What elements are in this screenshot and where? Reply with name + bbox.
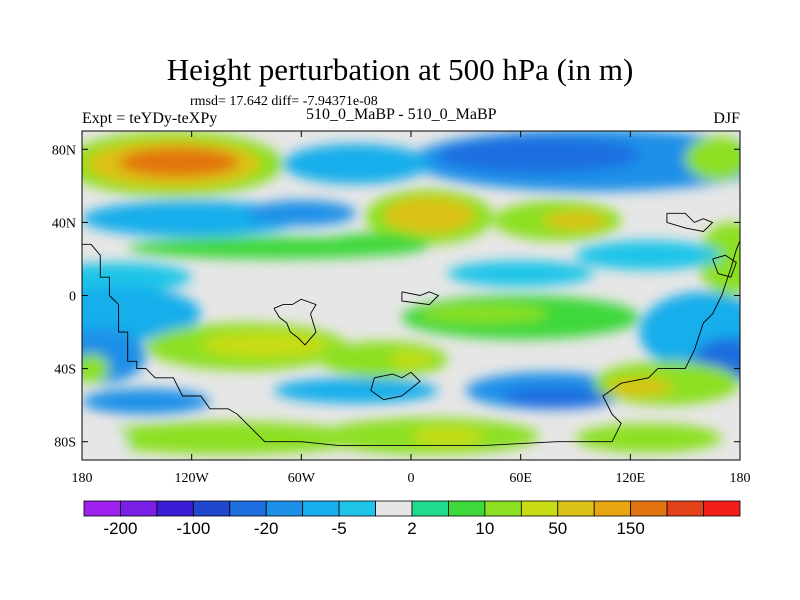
contour-region — [319, 341, 448, 378]
y-tick-label: 0 — [69, 290, 76, 305]
rmsd-diff-label: rmsd= 17.642 diff= -7.94371e-08 — [190, 94, 378, 109]
x-tick-label: 120W — [175, 471, 210, 486]
coastline — [82, 240, 740, 446]
contour-region — [502, 386, 613, 409]
contour-region — [283, 143, 430, 185]
contour-region — [82, 388, 210, 415]
x-tick-label: 0 — [408, 471, 415, 486]
colorbar-label: 2 — [407, 519, 416, 538]
contour-region — [575, 240, 722, 270]
experiment-label: Expt = teYDy-teXPy — [82, 110, 218, 127]
coastlines — [82, 212, 740, 446]
colorbar-label: -100 — [176, 519, 210, 538]
colorbar-label: 10 — [475, 519, 494, 538]
contour-region — [606, 377, 673, 397]
colorbar-label: -200 — [103, 519, 137, 538]
coastline — [712, 254, 737, 278]
colorbar-swatch — [83, 500, 121, 517]
colorbar-swatch — [557, 500, 595, 517]
y-tick-label: 40S — [54, 363, 76, 378]
contour-region — [82, 200, 302, 238]
colorbar-swatch — [448, 500, 486, 517]
colorbar-swatch — [338, 500, 376, 517]
colorbar-swatch — [666, 500, 704, 517]
contour-region — [200, 332, 329, 358]
contour-region — [82, 286, 201, 342]
colorbar-swatch — [375, 500, 413, 517]
colorbar-label: 150 — [616, 519, 644, 538]
colorbar-swatch — [593, 500, 632, 517]
colorbar-swatch — [265, 500, 304, 517]
contour-region — [542, 211, 609, 230]
coastline — [666, 212, 714, 232]
x-tick-label: 60W — [288, 471, 316, 486]
colorbar-swatch — [484, 500, 522, 517]
x-tick-label: 120E — [616, 471, 646, 486]
colorbar: -200 -100 -20 -5 2 10 50 150 — [83, 500, 741, 538]
contour-region — [420, 304, 549, 323]
y-tick-label: 80S — [54, 436, 76, 451]
colorbar-swatch — [156, 500, 194, 517]
x-tick-label: 180 — [730, 471, 751, 486]
contour-region — [82, 353, 110, 384]
colorbar-label: -20 — [254, 519, 279, 538]
colorbar-label: 50 — [548, 519, 567, 538]
x-tick-label: 60E — [509, 471, 532, 486]
contour-region — [411, 427, 485, 446]
colorbar-swatch — [411, 500, 449, 517]
colorbar-label: -5 — [332, 519, 347, 538]
coastline — [273, 298, 317, 346]
colorbar-swatch — [302, 500, 340, 517]
season-label: DJF — [713, 110, 740, 127]
contour-region — [685, 136, 740, 181]
contour-field — [82, 131, 740, 457]
y-tick-label: 80N — [52, 143, 76, 158]
x-tick-label: 180 — [72, 471, 93, 486]
y-tick-label: 40N — [52, 216, 76, 231]
map-axes: 180 120W 60W 0 60E 120E 180 80N 40N 0 40S 80S — [52, 131, 751, 486]
contour-region — [438, 136, 640, 174]
contour-region — [82, 427, 128, 457]
contour-region — [389, 352, 433, 367]
contour-region — [273, 377, 439, 404]
case-label: 510_0_MaBP - 510_0_MaBP — [306, 106, 497, 123]
colorbar-swatch — [229, 500, 267, 517]
contour-region — [447, 260, 594, 287]
contour-region — [118, 147, 240, 177]
colorbar-swatch — [630, 500, 668, 517]
contour-region — [246, 200, 357, 227]
contour-region — [319, 233, 430, 256]
colorbar-swatch — [192, 500, 231, 517]
coastline — [401, 291, 440, 306]
colorbar-swatch — [703, 500, 741, 517]
contour-region — [91, 421, 366, 455]
chart-title: Height perturbation at 500 hPa (in m) — [166, 52, 634, 87]
contour-region — [383, 196, 475, 234]
coastline — [370, 371, 421, 401]
colorbar-swatch — [120, 500, 158, 517]
contour-region — [575, 423, 722, 453]
colorbar-swatch — [520, 500, 559, 517]
